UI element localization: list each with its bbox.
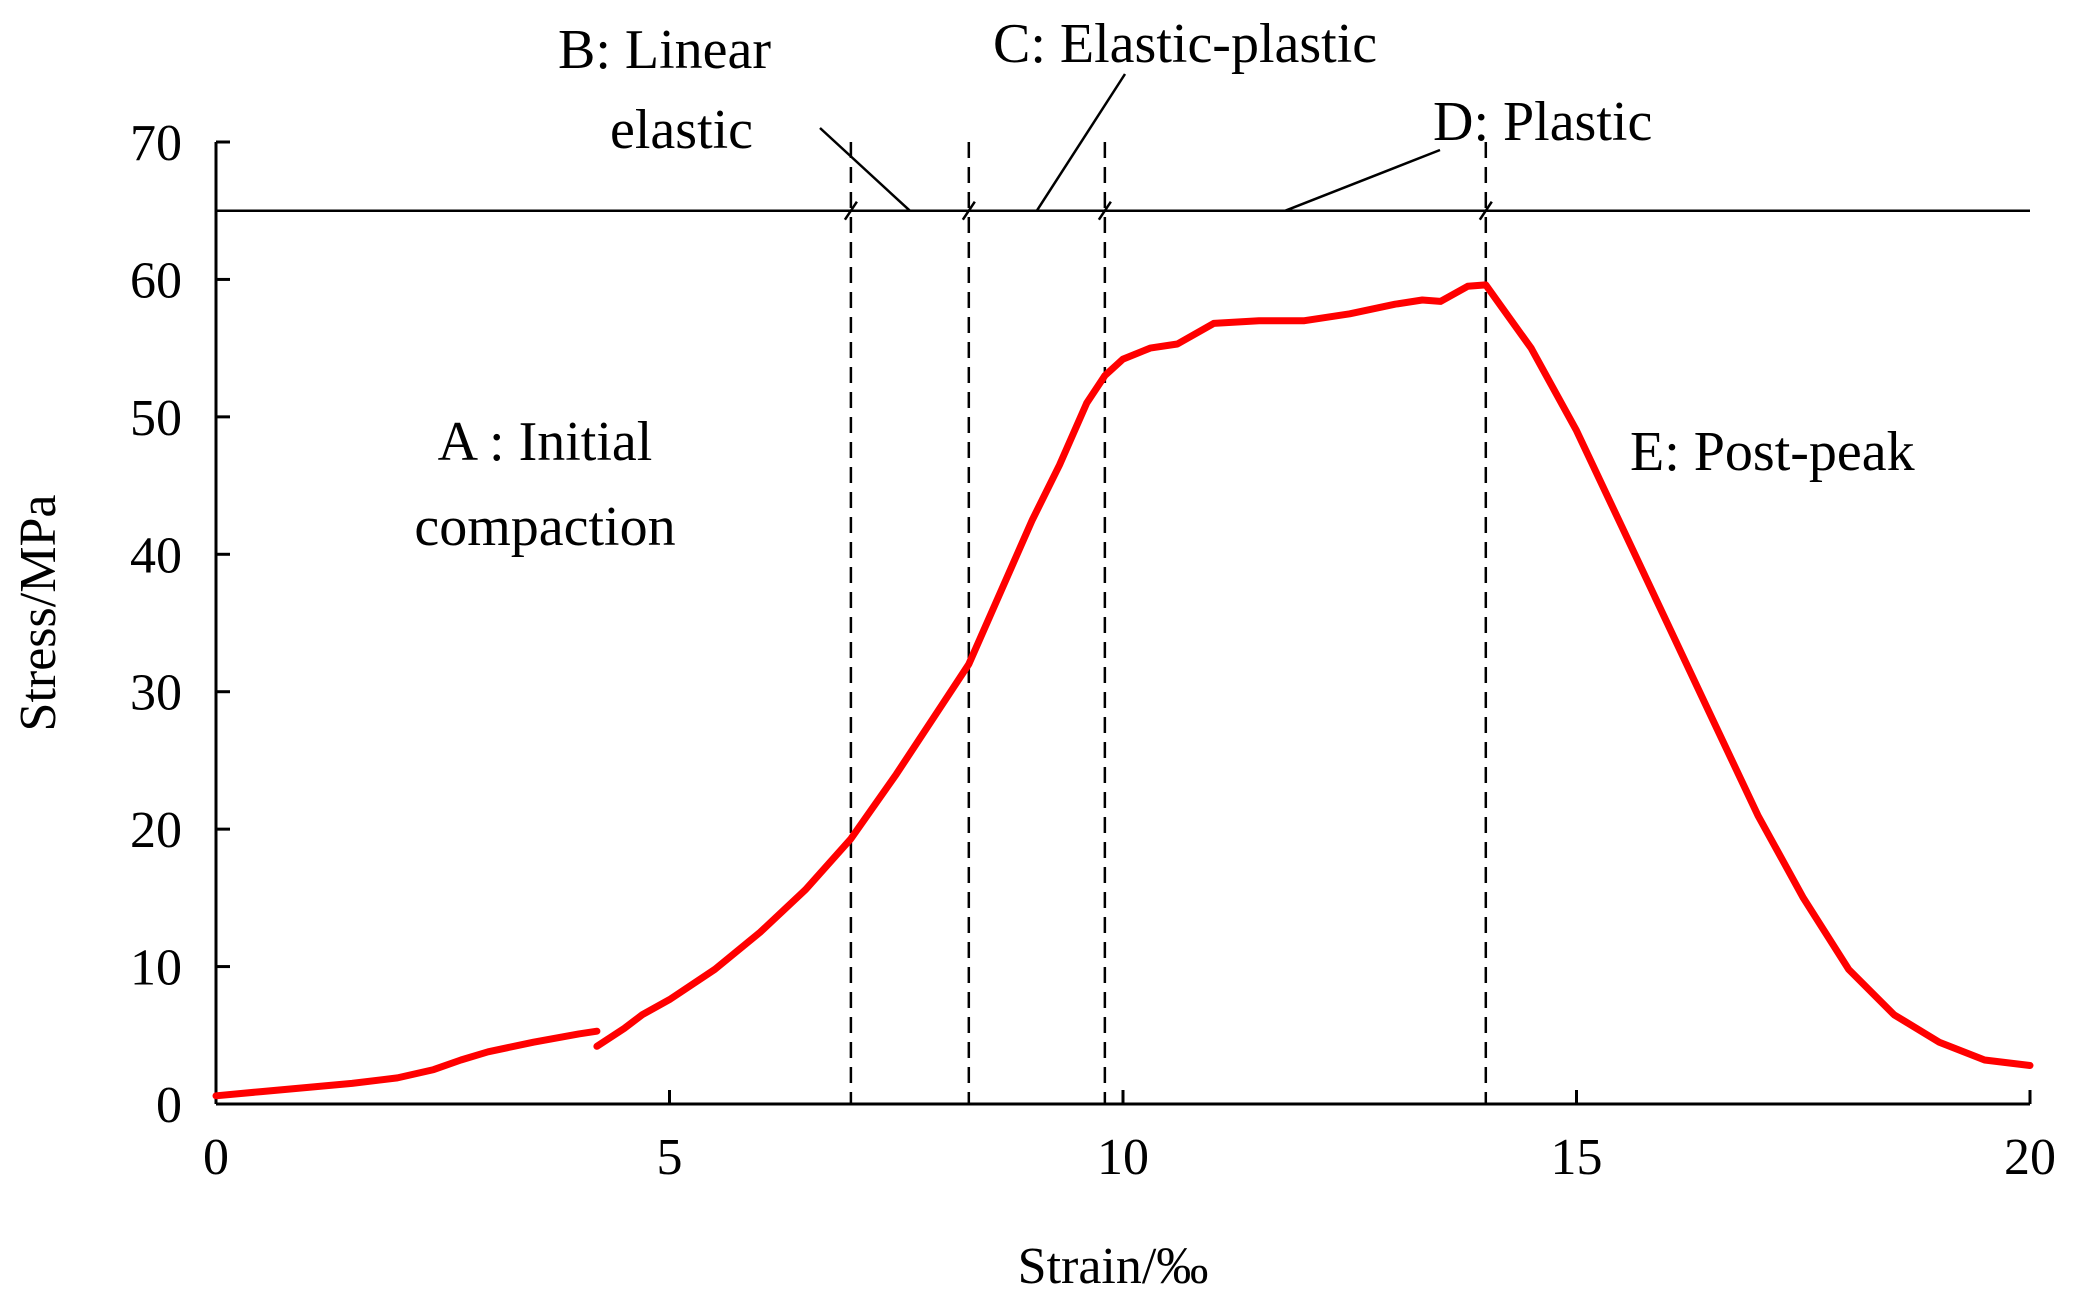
- leader-d: [1284, 148, 1441, 212]
- annotation-e: E: Post-peak: [1630, 421, 1915, 483]
- stage-boundaries: [843, 142, 1493, 1104]
- y-ticks: 0 10 20 30 40 50 60 70: [130, 115, 230, 1134]
- annotation-a-line1: A : Initial: [438, 411, 653, 473]
- x-tick-label: 20: [2004, 1129, 2056, 1186]
- series-line: [593, 281, 2034, 1069]
- annotation-b-line2: elastic: [610, 99, 753, 161]
- annotation-leaders: [819, 73, 1441, 212]
- y-axis-title: Stress/MPa: [10, 495, 67, 732]
- y-tick-label: 70: [130, 115, 182, 172]
- annotation-c: C: Elastic-plastic: [993, 13, 1377, 75]
- leader-b: [819, 127, 911, 212]
- boundary-tick-mark: [961, 201, 976, 221]
- boundary-tick-mark: [1478, 201, 1493, 221]
- y-tick-label: 50: [130, 390, 182, 447]
- x-ticks: 0 5 10 15 20: [203, 1090, 2056, 1186]
- y-tick-label: 60: [130, 252, 182, 309]
- x-tick-label: 15: [1551, 1129, 1603, 1186]
- x-tick-label: 5: [657, 1129, 683, 1186]
- boundary-tick-mark: [843, 201, 858, 221]
- leader-c: [1035, 73, 1127, 212]
- y-tick-label: 0: [156, 1077, 182, 1134]
- boundary-tick-mark: [1097, 201, 1112, 221]
- y-tick-label: 10: [130, 940, 182, 997]
- annotation-b-line1: B: Linear: [558, 19, 771, 81]
- axes: 0 5 10 15 20 0 10 20 30 40 50 60 70: [130, 115, 2056, 1186]
- series-group: [212, 281, 2034, 1100]
- x-tick-label: 10: [1097, 1129, 1149, 1186]
- annotation-d: D: Plastic: [1433, 91, 1652, 153]
- y-tick-label: 30: [130, 665, 182, 722]
- x-tick-label: 0: [203, 1129, 229, 1186]
- annotation-a-line2: compaction: [414, 496, 675, 558]
- y-tick-label: 40: [130, 527, 182, 584]
- series-line: [212, 1027, 601, 1100]
- x-axis-title: Strain/‰: [1018, 1238, 1209, 1295]
- y-tick-label: 20: [130, 802, 182, 859]
